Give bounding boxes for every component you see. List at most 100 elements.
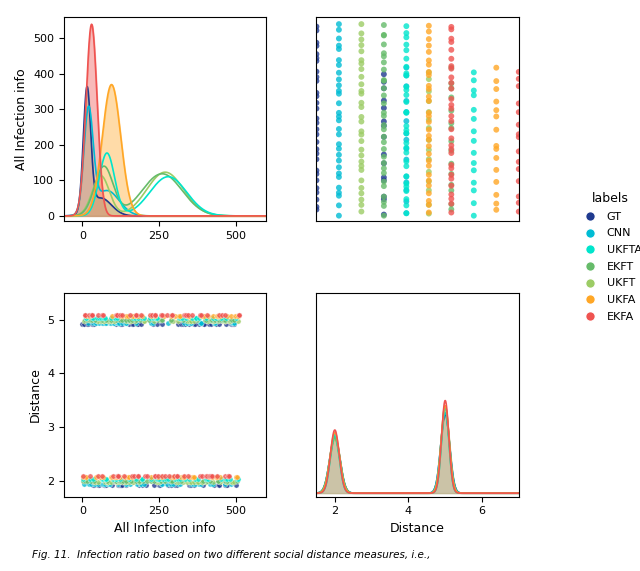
Point [186, 478, 196, 487]
Point [491, 144, 501, 154]
Point [334, 99, 344, 108]
Point [174, 476, 184, 485]
Point [157, 471, 167, 480]
Point [379, 76, 389, 85]
Point [127, 478, 138, 487]
Point [334, 41, 344, 50]
Point [207, 315, 217, 324]
Point [196, 312, 206, 321]
Point [186, 318, 196, 327]
Point [198, 481, 208, 490]
Point [401, 195, 412, 204]
Point [79, 315, 90, 324]
Y-axis label: All Infection info: All Infection info [15, 69, 28, 170]
Point [379, 176, 389, 185]
Point [379, 58, 389, 67]
Point [202, 476, 212, 485]
Point [109, 316, 120, 325]
Point [187, 310, 197, 319]
Point [311, 130, 321, 139]
Point [184, 475, 194, 484]
Point [220, 479, 230, 488]
Point [228, 315, 239, 324]
Point [96, 316, 106, 325]
Point [379, 124, 389, 134]
Point [120, 473, 130, 482]
Point [116, 315, 127, 324]
Point [401, 71, 412, 80]
Point [424, 68, 434, 77]
Point [379, 108, 389, 117]
Point [446, 37, 456, 46]
Point [379, 132, 389, 142]
Point [514, 176, 524, 186]
Point [514, 164, 524, 174]
Point [446, 78, 456, 87]
Point [311, 124, 321, 134]
Point [175, 312, 185, 321]
Point [311, 54, 321, 63]
Point [334, 183, 344, 192]
Point [152, 478, 163, 487]
Point [202, 475, 212, 484]
Point [101, 318, 111, 327]
Point [184, 481, 194, 490]
Point [77, 476, 88, 485]
Point [170, 312, 180, 321]
Point [311, 188, 321, 197]
Point [356, 200, 367, 210]
Point [222, 475, 232, 484]
Point [356, 145, 367, 154]
Point [163, 475, 173, 484]
Point [379, 96, 389, 105]
Point [141, 471, 152, 480]
Point [149, 476, 159, 485]
Point [135, 479, 145, 488]
Point [401, 208, 412, 218]
Point [424, 131, 434, 140]
Point [200, 475, 211, 484]
Point [89, 481, 99, 490]
Point [232, 476, 243, 485]
Point [468, 86, 479, 95]
Point [334, 201, 344, 210]
Point [134, 478, 144, 487]
Point [228, 318, 239, 327]
Point [123, 473, 133, 482]
Point [311, 38, 321, 47]
Point [117, 312, 127, 321]
Point [215, 473, 225, 482]
Point [190, 479, 200, 488]
Point [182, 318, 192, 327]
Point [79, 479, 90, 488]
Point [202, 475, 212, 484]
Point [220, 315, 230, 324]
Point [106, 313, 116, 323]
Point [356, 195, 367, 204]
Point [150, 313, 160, 323]
Point [131, 310, 141, 319]
Point [221, 320, 231, 329]
Point [446, 84, 456, 93]
Point [146, 475, 156, 484]
Point [514, 107, 524, 116]
Point [223, 471, 234, 480]
Point [98, 473, 108, 482]
Point [212, 471, 223, 480]
Point [356, 151, 367, 160]
Point [401, 186, 412, 195]
Point [424, 189, 434, 198]
Point [127, 315, 137, 324]
Point [424, 167, 434, 176]
Point [229, 320, 239, 329]
Point [228, 478, 239, 487]
Point [172, 471, 182, 480]
Point [202, 471, 212, 480]
Point [191, 478, 202, 487]
Point [334, 144, 344, 153]
Point [91, 473, 101, 482]
Point [184, 481, 195, 490]
Point [207, 478, 218, 487]
Point [225, 475, 236, 484]
Point [115, 312, 125, 321]
